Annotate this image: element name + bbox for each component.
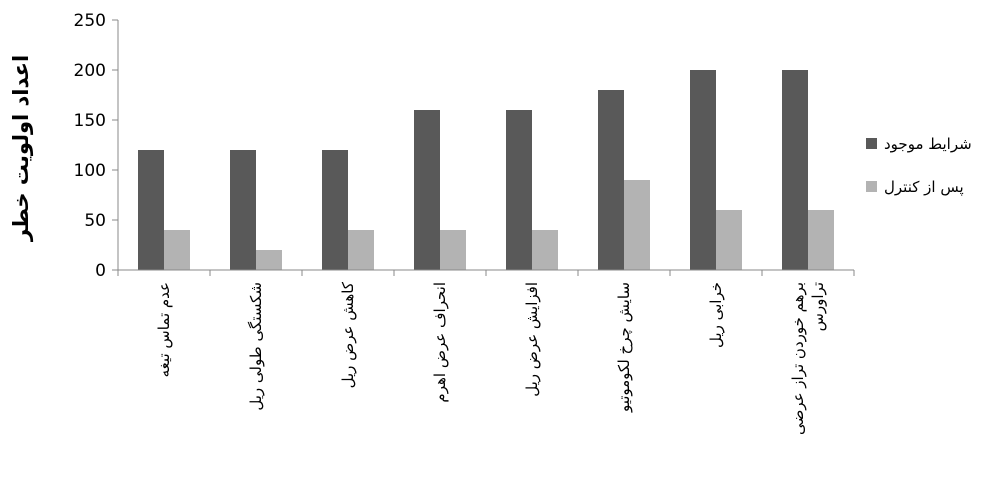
legend-swatch-1 <box>866 138 877 149</box>
y-tick-label: 100 <box>74 161 106 181</box>
bar-current-6 <box>598 90 624 270</box>
x-category-label: سایش چرخ لکوموتیو <box>615 282 633 413</box>
bar-after-control-5 <box>532 230 558 270</box>
x-category-label: عدم تماس تیغه <box>155 282 173 377</box>
x-category-label: خرابی ریل <box>707 282 725 348</box>
bar-after-control-1 <box>164 230 190 270</box>
legend-swatch-2 <box>866 181 877 192</box>
bar-after-control-4 <box>440 230 466 270</box>
legend-label-1: شرایط موجود <box>884 135 972 153</box>
y-tick-label: 250 <box>74 11 106 31</box>
bars <box>138 70 834 270</box>
bar-current-4 <box>414 110 440 270</box>
x-category-label: انحراف عرض اهرم <box>431 282 449 403</box>
axes <box>117 20 855 276</box>
bar-current-5 <box>506 110 532 270</box>
y-tick-label: 50 <box>84 211 106 231</box>
bar-current-2 <box>230 150 256 270</box>
y-tick-label: 150 <box>74 111 106 131</box>
bar-after-control-7 <box>716 210 742 270</box>
bar-after-control-3 <box>348 230 374 270</box>
x-category-label: برهم خوردن تراز عرضی <box>789 282 807 435</box>
y-axis-label: اعداد اولویت خطر <box>9 55 33 242</box>
bar-current-3 <box>322 150 348 270</box>
y-tick-label: 200 <box>74 61 106 81</box>
bar-after-control-8 <box>808 210 834 270</box>
bar-current-1 <box>138 150 164 270</box>
y-axis-ticks: 0 50 100 150 200 250 <box>74 11 118 281</box>
bar-current-8 <box>782 70 808 270</box>
x-category-label: تراورس <box>809 282 827 331</box>
legend-label-2: پس از کنترل <box>884 178 964 197</box>
bar-after-control-6 <box>624 180 650 270</box>
x-category-label: شکستگی طولی ریل <box>247 282 265 411</box>
x-axis-labels: عدم تماس تیغه شکستگی طولی ریل کاهش عرض ریل… <box>155 281 827 435</box>
y-tick-label: 0 <box>95 261 106 281</box>
legend: شرایط موجود پس از کنترل <box>866 135 972 197</box>
bar-after-control-2 <box>256 250 282 270</box>
x-category-label: کاهش عرض ریل <box>339 281 357 388</box>
bar-current-7 <box>690 70 716 270</box>
x-category-label: افزایش عرض ریل <box>523 282 541 397</box>
